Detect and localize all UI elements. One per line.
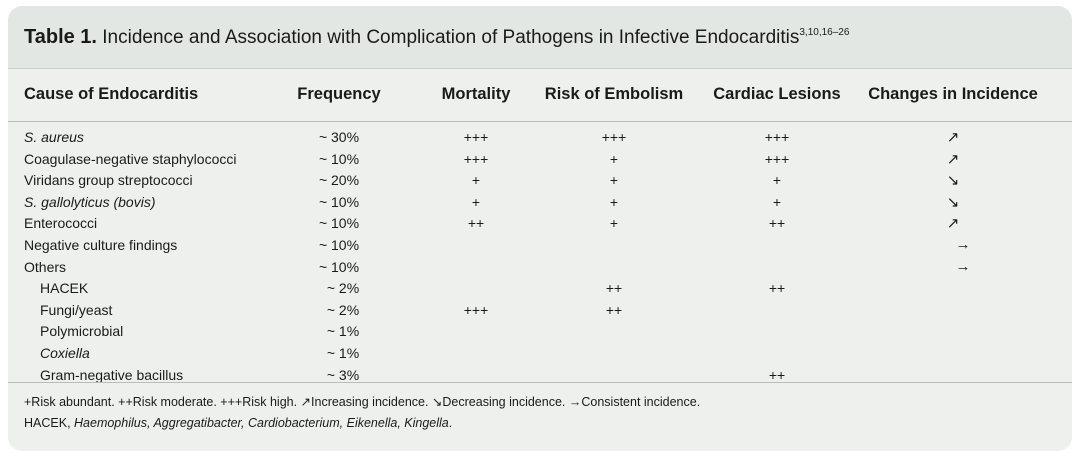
cause-cell: Others bbox=[24, 258, 67, 275]
table-row: Fungi/yeast ~ 2% +++ ++ bbox=[8, 300, 1072, 322]
embolism-cell: + bbox=[609, 215, 619, 232]
incidence-trend-icon: ↗ bbox=[946, 129, 960, 146]
table-row: Coxiella ~ 1% bbox=[8, 343, 1072, 365]
table-card: Table 1. Incidence and Association with … bbox=[8, 6, 1072, 451]
frequency-cell: ~ 1% bbox=[326, 323, 360, 340]
footnote-hacek-genera: Haemophilus, Aggregatibacter, Cardiobact… bbox=[74, 416, 449, 430]
table-row: Polymicrobial ~ 1% bbox=[8, 321, 1072, 343]
data-table: Cause of Endocarditis Frequency Mortalit… bbox=[8, 69, 1072, 386]
table-row: S. aureus ~ 30% +++ +++ +++ ↗ bbox=[8, 127, 1072, 149]
frequency-cell: ~ 10% bbox=[318, 150, 360, 167]
incidence-trend-icon: ↘ bbox=[946, 193, 960, 211]
frequency-cell: ~ 1% bbox=[326, 344, 360, 361]
lesion-cell: + bbox=[772, 193, 782, 210]
cause-cell: Polymicrobial bbox=[40, 323, 124, 340]
table-row: Viridans group streptococci ~ 20% + + + … bbox=[8, 170, 1072, 192]
incidence-trend-icon: ↗ bbox=[946, 150, 960, 168]
frequency-cell: ~ 2% bbox=[326, 280, 360, 297]
cause-cell: Enterococci bbox=[24, 215, 98, 232]
table-row: HACEK ~ 2% ++ ++ bbox=[8, 278, 1072, 300]
incidence-trend-icon: ↗ bbox=[946, 215, 960, 233]
frequency-cell: ~ 30% bbox=[318, 129, 360, 145]
frequency-cell: ~ 10% bbox=[318, 193, 360, 210]
cause-cell: Coagulase-negative staphylococci bbox=[24, 150, 237, 167]
embolism-cell: ++ bbox=[605, 280, 623, 297]
table-title: Table 1. Incidence and Association with … bbox=[24, 26, 849, 49]
table-row: Others ~ 10% → bbox=[8, 257, 1072, 279]
lesion-cell: +++ bbox=[764, 129, 790, 145]
column-header-embolism: Risk of Embolism bbox=[544, 85, 684, 103]
footnote-hacek-label: HACEK, bbox=[24, 416, 75, 430]
cause-cell: HACEK bbox=[40, 280, 89, 297]
footnote-hacek-end: . bbox=[448, 416, 453, 430]
incidence-trend-icon: → bbox=[955, 235, 971, 253]
mortality-cell: + bbox=[471, 172, 481, 189]
cause-cell: S. gallolyticus (bovis) bbox=[24, 193, 156, 210]
table-title-bar: Table 1. Incidence and Association with … bbox=[8, 6, 1072, 69]
embolism-cell: + bbox=[609, 150, 619, 167]
embolism-cell: +++ bbox=[601, 129, 627, 145]
table-number: Table 1. bbox=[24, 26, 97, 48]
table-row: Enterococci ~ 10% ++ + ++ ↗ bbox=[8, 213, 1072, 235]
frequency-cell: ~ 10% bbox=[318, 236, 360, 253]
table-row: S. gallolyticus (bovis) ~ 10% + + + ↘ bbox=[8, 192, 1072, 214]
footnote-legend: +Risk abundant. ++Risk moderate. +++Risk… bbox=[24, 395, 701, 409]
table-row: Coagulase-negative staphylococci ~ 10% +… bbox=[8, 149, 1072, 171]
embolism-cell: ++ bbox=[605, 301, 623, 318]
incidence-trend-icon: ↘ bbox=[946, 172, 960, 190]
cause-cell: Viridans group streptococci bbox=[24, 172, 193, 189]
column-header-cause: Cause of Endocarditis bbox=[24, 85, 199, 103]
cause-cell: S. aureus bbox=[24, 129, 84, 145]
frequency-cell: ~ 20% bbox=[318, 172, 360, 189]
lesion-cell: ++ bbox=[768, 215, 786, 232]
cause-cell: Gram-negative bacillus bbox=[40, 366, 184, 383]
lesion-cell: +++ bbox=[764, 150, 790, 167]
cause-cell: Fungi/yeast bbox=[40, 301, 113, 318]
mortality-cell: +++ bbox=[463, 129, 489, 145]
frequency-cell: ~ 3% bbox=[326, 366, 360, 383]
lesion-cell: + bbox=[772, 172, 782, 189]
table-row: Negative culture findings ~ 10% → bbox=[8, 235, 1072, 257]
mortality-cell: +++ bbox=[463, 301, 489, 318]
column-header-mortality: Mortality bbox=[441, 85, 511, 103]
embolism-cell: + bbox=[609, 172, 619, 189]
frequency-cell: ~ 10% bbox=[318, 215, 360, 232]
table-footnote: +Risk abundant. ++Risk moderate. +++Risk… bbox=[8, 382, 1072, 451]
mortality-cell: +++ bbox=[463, 150, 489, 167]
cause-cell: Negative culture findings bbox=[24, 236, 178, 253]
cause-cell: Coxiella bbox=[40, 344, 90, 361]
table-body: S. aureus ~ 30% +++ +++ +++ ↗ Coagulase-… bbox=[8, 122, 1072, 386]
column-header-changes: Changes in Incidence bbox=[868, 85, 1038, 103]
incidence-trend-icon: → bbox=[955, 257, 971, 275]
lesion-cell: ++ bbox=[768, 366, 786, 383]
table-row: Gram-negative bacillus ~ 3% ++ bbox=[8, 365, 1072, 387]
table-title-refs: 3,10,16–26 bbox=[799, 27, 850, 38]
footnote-hacek: HACEK, Haemophilus, Aggregatibacter, Car… bbox=[24, 416, 452, 430]
frequency-cell: ~ 2% bbox=[326, 301, 360, 318]
table-title-text: Incidence and Association with Complicat… bbox=[102, 27, 800, 48]
mortality-cell: + bbox=[471, 193, 481, 210]
mortality-cell: ++ bbox=[467, 215, 485, 232]
lesion-cell: ++ bbox=[768, 280, 786, 297]
table-header-row: Cause of Endocarditis Frequency Mortalit… bbox=[8, 69, 1072, 122]
embolism-cell: + bbox=[609, 193, 619, 210]
column-header-cardiac-lesions: Cardiac Lesions bbox=[713, 85, 841, 103]
frequency-cell: ~ 10% bbox=[318, 258, 360, 275]
column-header-frequency: Frequency bbox=[297, 85, 381, 103]
